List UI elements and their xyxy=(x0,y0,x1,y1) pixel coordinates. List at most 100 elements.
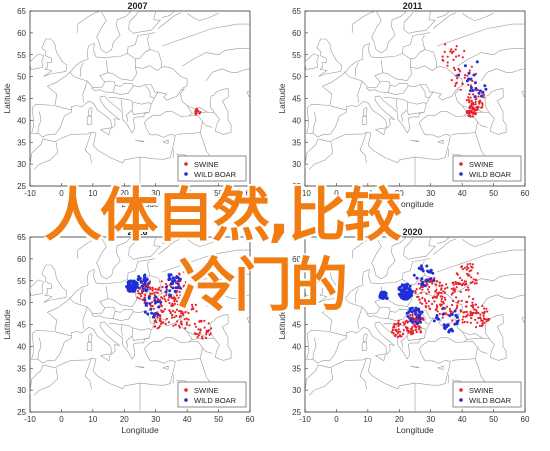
wild-boar-point xyxy=(429,268,433,272)
swine-point xyxy=(470,110,473,113)
wild-boar-point xyxy=(407,289,411,293)
country-border xyxy=(436,249,525,273)
coastline xyxy=(96,11,132,54)
x-tick-label: 30 xyxy=(151,415,160,424)
wild-boar-point xyxy=(176,286,180,290)
swine-point xyxy=(414,290,417,293)
swine-point xyxy=(451,291,454,295)
wild-boar-point xyxy=(420,277,424,281)
x-axis-label: Longitude xyxy=(121,199,159,209)
swine-point xyxy=(475,279,478,282)
swine-point xyxy=(475,97,478,100)
y-tick-label: 65 xyxy=(292,7,301,16)
swine-point xyxy=(184,327,187,330)
x-tick-label: -10 xyxy=(24,415,36,424)
country-border xyxy=(330,105,347,111)
swine-point xyxy=(476,272,479,275)
swine-point xyxy=(471,112,474,115)
swine-point xyxy=(485,320,488,323)
swine-point xyxy=(176,320,179,323)
wild-boar-point xyxy=(425,264,429,268)
swine-point xyxy=(467,109,470,113)
swine-point xyxy=(451,319,454,322)
swine-point xyxy=(175,308,178,311)
swine-point xyxy=(438,291,441,294)
x-tick-label: 60 xyxy=(246,189,255,198)
swine-point xyxy=(178,315,181,318)
swine-point xyxy=(172,296,175,299)
wild-boar-point xyxy=(137,275,141,278)
swine-point xyxy=(163,298,166,301)
swine-point xyxy=(436,310,439,313)
swine-point xyxy=(470,104,473,107)
coastline xyxy=(76,237,102,259)
wild-boar-point xyxy=(415,276,419,280)
wild-boar-point xyxy=(139,280,143,284)
country-border xyxy=(408,310,430,324)
swine-point xyxy=(481,304,484,307)
country-border xyxy=(107,53,138,81)
legend-swine-label: SWINE xyxy=(469,160,494,169)
swine-point xyxy=(187,318,190,321)
swine-point xyxy=(179,310,182,313)
country-border xyxy=(144,49,162,68)
swine-point xyxy=(194,110,197,113)
wild-boar-point xyxy=(143,310,147,314)
swine-point xyxy=(433,295,436,298)
wild-boar-point xyxy=(480,94,483,98)
swine-point xyxy=(204,336,208,340)
wild-boar-point xyxy=(167,278,171,281)
coastline xyxy=(192,314,232,361)
swine-point xyxy=(165,288,169,291)
wild-boar-point xyxy=(173,279,177,282)
country-border xyxy=(447,374,450,384)
x-tick-label: 30 xyxy=(426,189,435,198)
legend-box xyxy=(452,381,522,408)
swine-point xyxy=(158,318,161,322)
swine-point xyxy=(408,316,411,319)
country-border xyxy=(55,331,72,337)
swine-point xyxy=(399,330,402,333)
swine-point xyxy=(468,69,471,72)
country-border xyxy=(200,358,212,385)
wild-boar-point xyxy=(150,311,154,315)
country-border xyxy=(461,331,484,339)
swine-point xyxy=(390,330,394,334)
swine-point xyxy=(193,322,196,325)
swine-point xyxy=(187,285,190,288)
swine-point xyxy=(417,282,420,285)
swine-point xyxy=(415,325,418,328)
swine-point xyxy=(480,324,483,327)
swine-point xyxy=(156,291,159,294)
x-tick-label: 40 xyxy=(458,415,467,424)
wild-boar-point xyxy=(410,306,414,310)
swine-point xyxy=(482,314,485,317)
x-tick-label: 20 xyxy=(120,415,129,424)
swine-point xyxy=(192,281,195,284)
swine-point xyxy=(467,83,470,86)
swine-point xyxy=(397,319,400,322)
swine-point xyxy=(474,100,477,103)
y-tick-label: 35 xyxy=(292,364,301,373)
wild-boar-point xyxy=(170,282,174,286)
swine-point xyxy=(442,302,445,305)
country-border xyxy=(158,238,182,255)
country-border xyxy=(37,337,42,360)
swine-point xyxy=(200,320,203,323)
swine-point xyxy=(468,295,471,298)
swine-point xyxy=(443,291,447,294)
coastline xyxy=(306,258,431,360)
swine-point xyxy=(173,300,176,303)
y-tick-label: 45 xyxy=(17,321,26,330)
wild-boar-point xyxy=(171,276,175,280)
swine-point xyxy=(421,316,424,319)
y-tick-label: 65 xyxy=(292,233,301,242)
swine-point xyxy=(173,302,176,305)
swine-point xyxy=(199,328,202,331)
country-border xyxy=(480,68,525,82)
swine-point xyxy=(487,319,490,322)
swine-point xyxy=(470,317,473,320)
x-tick-label: -10 xyxy=(299,189,311,198)
swine-point xyxy=(469,310,472,313)
swine-point xyxy=(469,321,472,324)
